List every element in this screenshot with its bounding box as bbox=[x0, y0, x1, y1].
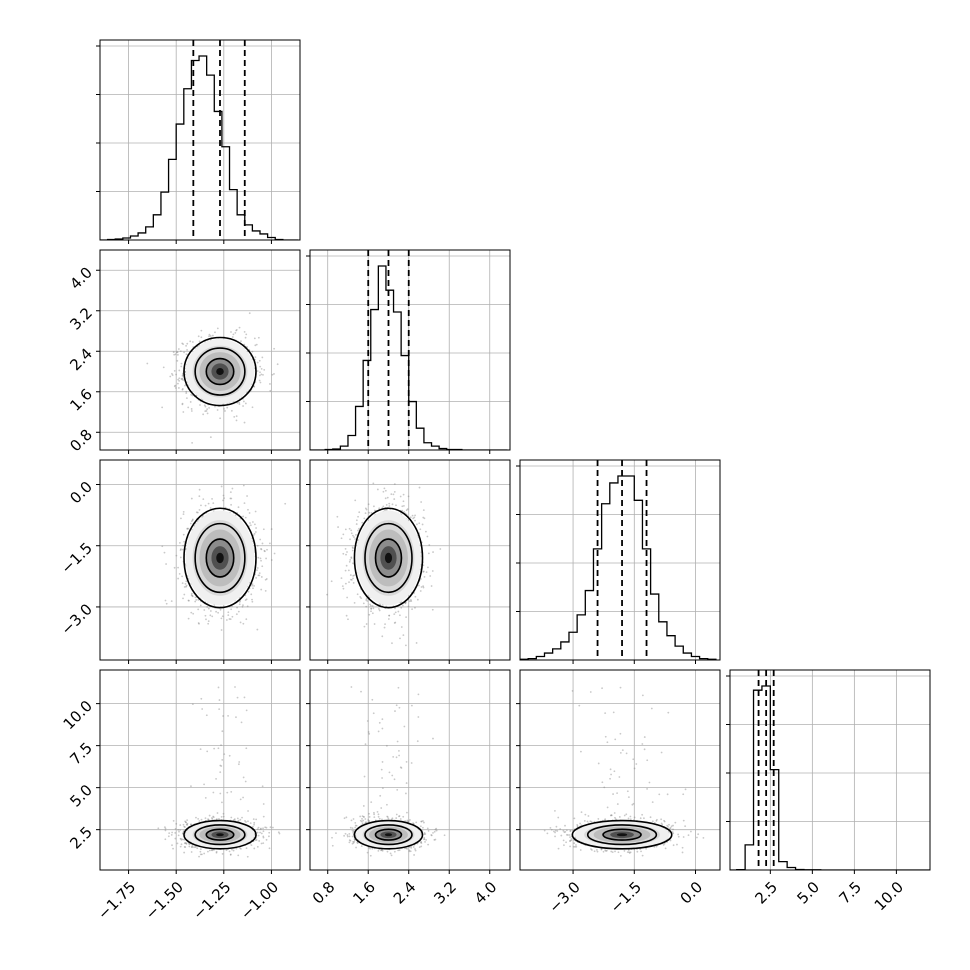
y-tick-label: 1.6 bbox=[66, 385, 96, 415]
panel-frame bbox=[309, 669, 511, 871]
contour-line bbox=[364, 824, 413, 846]
histogram-panel-0 bbox=[96, 39, 301, 244]
y-tick-label: 0.0 bbox=[66, 478, 96, 508]
contour-line bbox=[571, 819, 673, 850]
panel-frame bbox=[519, 669, 721, 871]
y-tick-label: 2.4 bbox=[66, 345, 96, 375]
density-map bbox=[356, 510, 421, 606]
x-tick-label: −1.00 bbox=[237, 878, 282, 923]
panel-frame bbox=[99, 669, 301, 871]
y-tick-label: 3.2 bbox=[66, 304, 96, 334]
x-tick-label: −1.75 bbox=[94, 878, 139, 923]
density-map bbox=[185, 339, 255, 404]
panel-frame bbox=[99, 459, 301, 661]
panel-frame bbox=[309, 459, 511, 661]
x-tick-label: −1.50 bbox=[142, 878, 187, 923]
x-tick-label: 5.0 bbox=[794, 878, 824, 908]
contour-line bbox=[194, 522, 246, 594]
contour-line bbox=[183, 336, 257, 407]
contour-line bbox=[602, 828, 642, 841]
panel-frame bbox=[309, 249, 511, 451]
y-tick-label: 5.0 bbox=[66, 781, 96, 811]
panel-frame bbox=[729, 669, 931, 871]
contour-line bbox=[205, 538, 235, 578]
x-tick-label: −3.0 bbox=[545, 878, 583, 916]
histogram-step bbox=[520, 475, 717, 660]
panel-frame bbox=[99, 39, 301, 241]
contour-line bbox=[194, 824, 246, 846]
scatter-panel-3-2 bbox=[516, 669, 721, 874]
scatter-panel-3-0 bbox=[96, 669, 301, 874]
contour-line bbox=[183, 507, 257, 609]
x-tick-label: 1.6 bbox=[349, 878, 379, 908]
x-tick-label: 0.0 bbox=[677, 878, 707, 908]
contour-line bbox=[586, 824, 658, 846]
y-tick-label: 0.8 bbox=[66, 426, 96, 456]
scatter-panel-2-0 bbox=[96, 459, 301, 664]
histogram-panel-3 bbox=[726, 669, 931, 874]
x-tick-label: 10.0 bbox=[871, 878, 907, 914]
x-tick-label: 7.5 bbox=[836, 878, 866, 908]
histogram-step bbox=[730, 685, 930, 870]
histogram-step bbox=[100, 55, 299, 240]
y-tick-label: 4.0 bbox=[66, 264, 96, 294]
scatter-panel-2-1 bbox=[306, 459, 511, 664]
x-tick-label: 4.0 bbox=[471, 878, 501, 908]
y-tick-label: −1.5 bbox=[58, 539, 96, 577]
contour-line bbox=[205, 828, 235, 841]
y-tick-label: 7.5 bbox=[66, 739, 96, 769]
x-tick-label: 2.4 bbox=[390, 878, 420, 908]
contour-line bbox=[205, 357, 235, 386]
histogram-panel-2 bbox=[516, 459, 721, 664]
panel-frame bbox=[99, 249, 301, 451]
contour-line bbox=[374, 828, 403, 841]
scatter-panel-3-1 bbox=[306, 669, 511, 874]
contour-line bbox=[194, 347, 246, 396]
y-tick-label: 2.5 bbox=[66, 823, 96, 853]
contour-line bbox=[183, 819, 257, 850]
x-tick-label: −1.5 bbox=[607, 878, 645, 916]
x-tick-label: 2.5 bbox=[751, 878, 781, 908]
histogram-panel-1 bbox=[306, 249, 511, 454]
panel-frame bbox=[519, 459, 721, 661]
y-tick-label: −3.0 bbox=[58, 600, 96, 638]
contour-line bbox=[374, 538, 403, 578]
x-tick-label: −1.25 bbox=[189, 878, 234, 923]
contour-line bbox=[353, 819, 424, 850]
contour-line bbox=[364, 522, 413, 594]
density-map bbox=[185, 510, 255, 606]
contour-line bbox=[353, 507, 424, 609]
x-tick-label: 0.8 bbox=[309, 878, 339, 908]
y-tick-label: 10.0 bbox=[60, 697, 96, 733]
x-tick-label: 3.2 bbox=[430, 878, 460, 908]
scatter-panel-1-0 bbox=[96, 249, 301, 454]
